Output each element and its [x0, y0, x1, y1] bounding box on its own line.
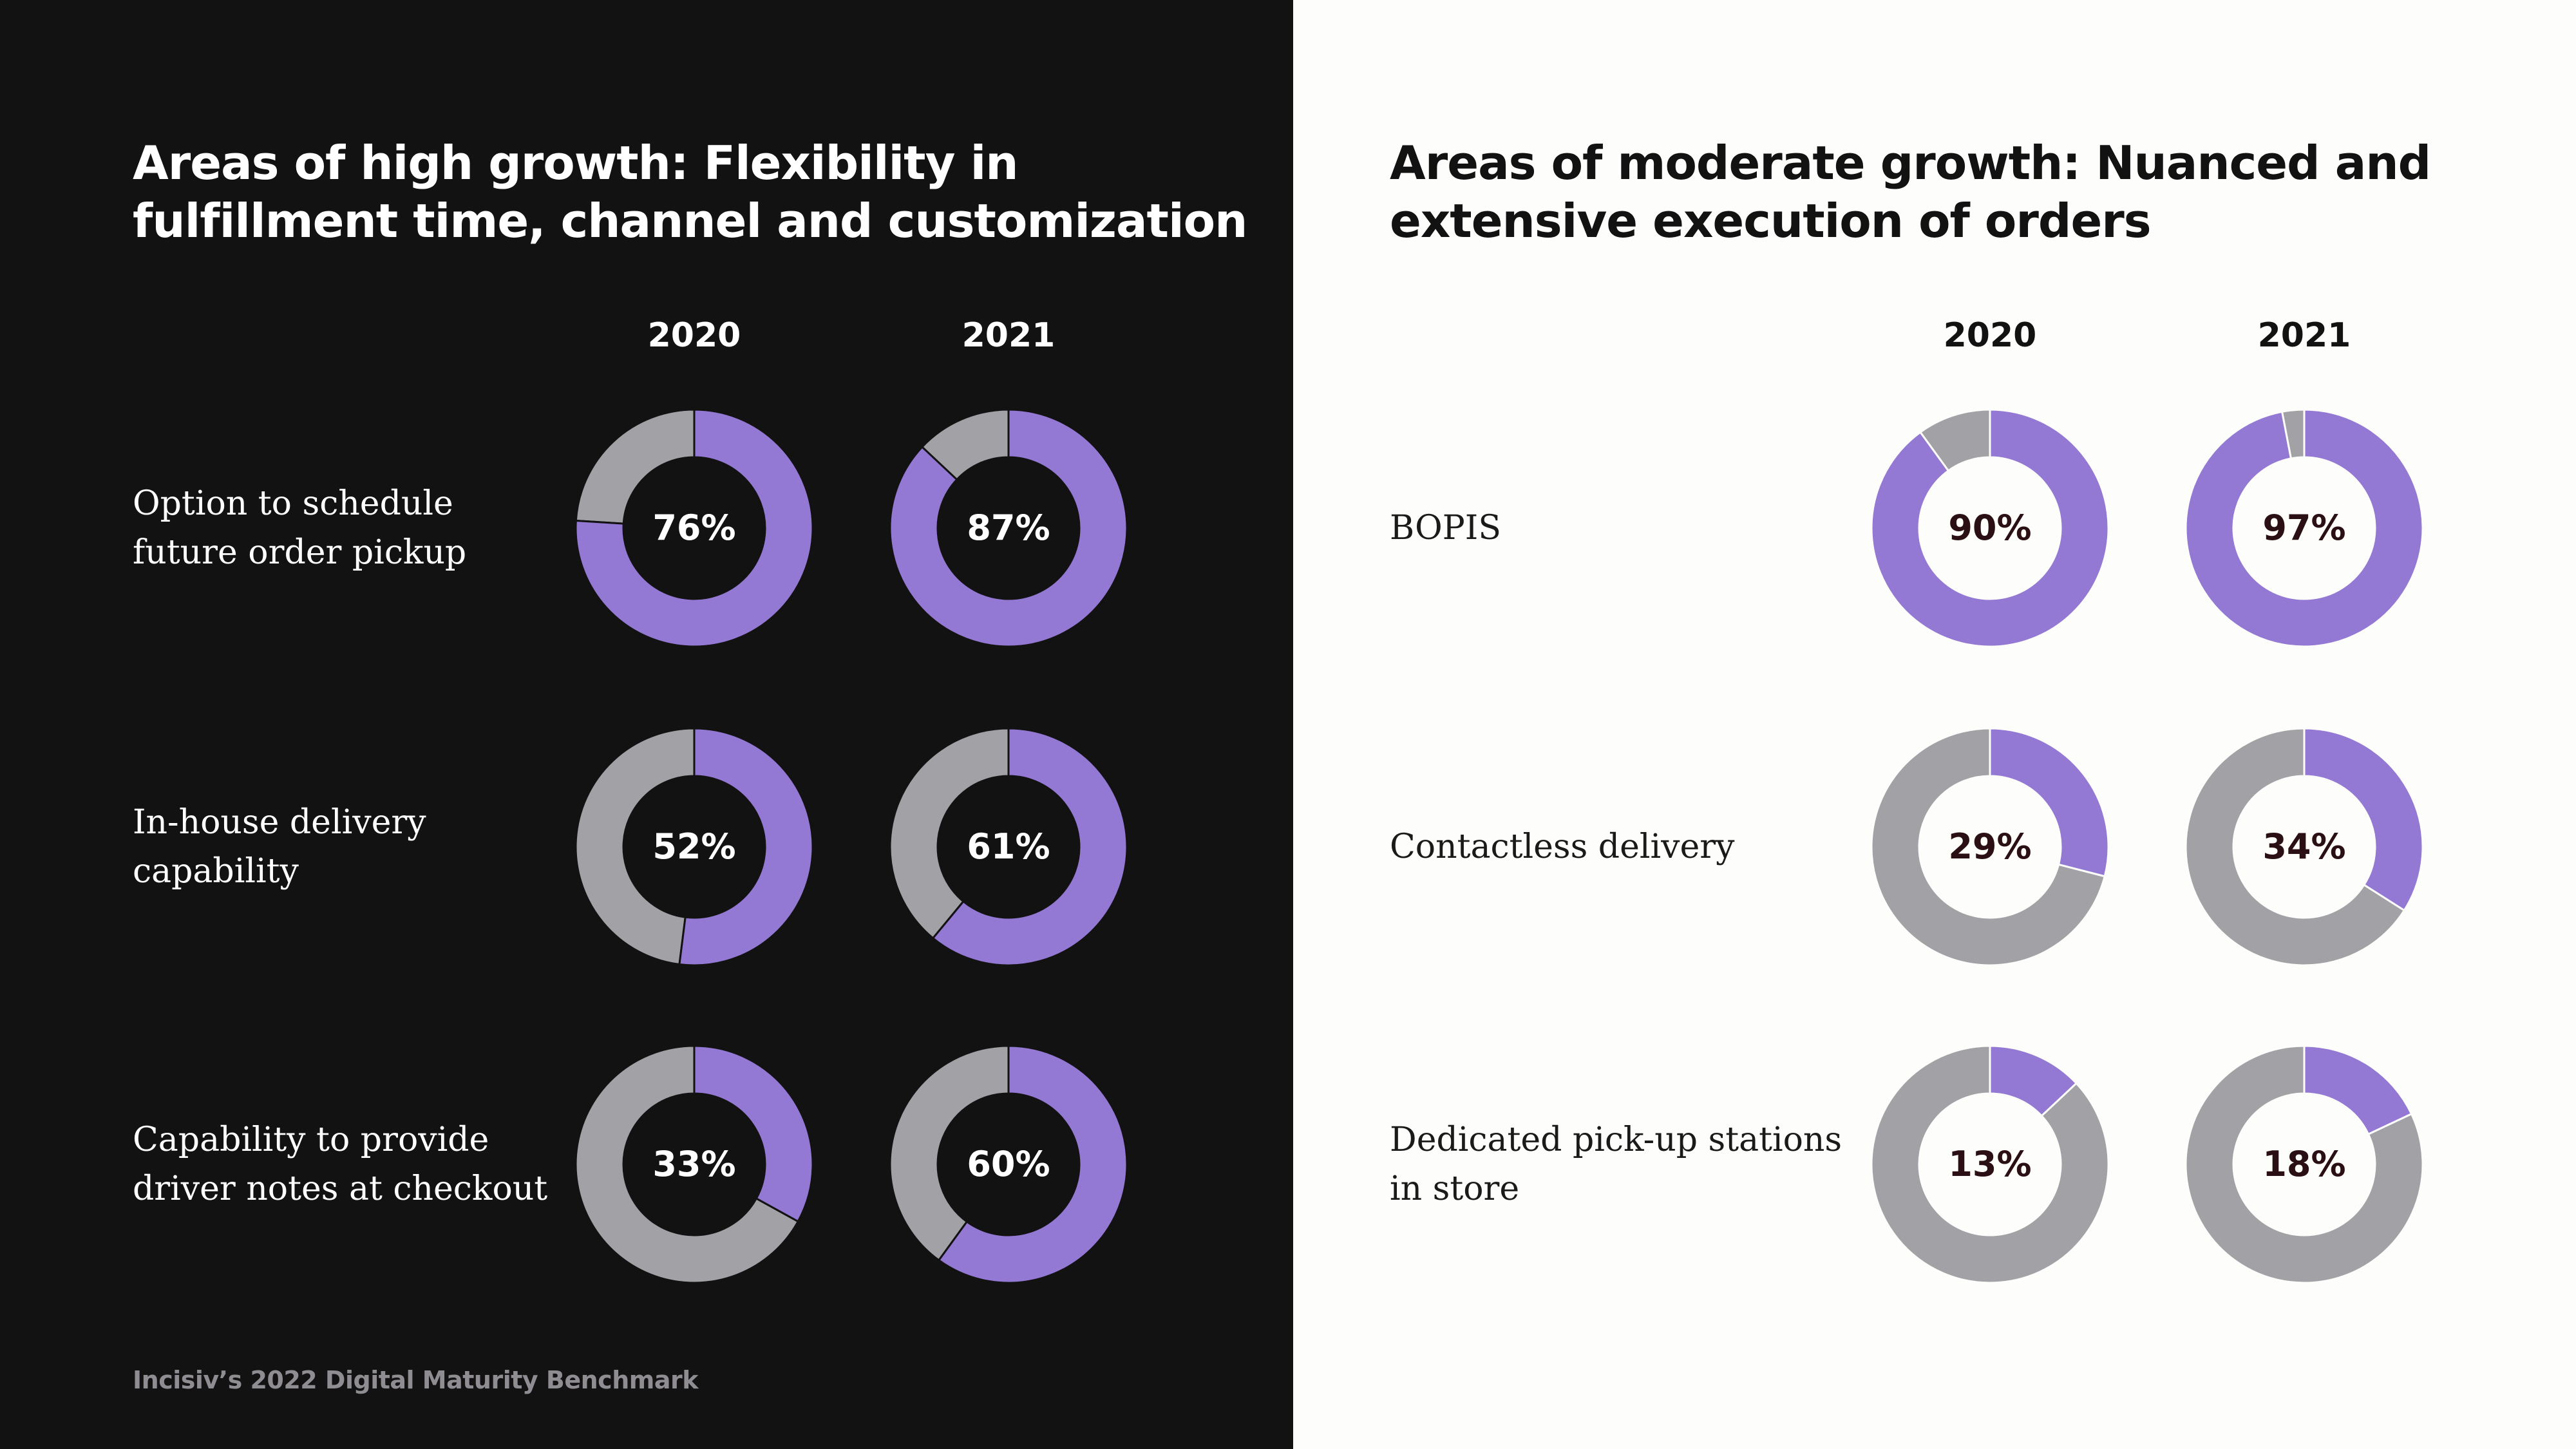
moderate-growth-row-label-2: Contactless delivery — [1390, 828, 1735, 866]
donut-highlight-segment — [1870, 408, 2110, 648]
donut-highlight-segment — [2303, 727, 2424, 912]
high-growth-donut-row3-2021: 60% — [886, 1042, 1131, 1287]
moderate-growth-donut-row2-2021: 34% — [2182, 724, 2427, 969]
donut-remainder-segment — [2184, 727, 2405, 967]
high-growth-row-label-2: In-house delivery capability — [133, 803, 426, 891]
donut-svg — [2184, 1045, 2424, 1284]
donut-svg — [2184, 408, 2424, 648]
donut-svg — [889, 727, 1128, 967]
high-growth-donut-row2-2020: 52% — [572, 724, 817, 969]
donut-highlight-segment — [678, 727, 814, 967]
donut-value-label: 52% — [652, 826, 736, 867]
donut-remainder-segment — [889, 1045, 1010, 1262]
moderate-growth-donut-row3-2020: 13% — [1868, 1042, 2112, 1287]
donut-highlight-segment — [2184, 408, 2424, 648]
high-growth-row-label-1: Option to schedule future order pickup — [133, 484, 467, 572]
high-growth-donut-row3-2020: 33% — [572, 1042, 817, 1287]
donut-svg — [889, 408, 1128, 648]
donut-value-label: 34% — [2262, 826, 2346, 867]
moderate-growth-donut-row1-2021: 97% — [2182, 406, 2427, 650]
donut-value-label: 87% — [967, 507, 1050, 548]
donut-remainder-segment — [1870, 727, 2106, 967]
high-growth-donut-row2-2021: 61% — [886, 724, 1131, 969]
high-growth-year-label-2021: 2021 — [961, 316, 1056, 355]
high-growth-year-label-2020: 2020 — [647, 316, 741, 355]
donut-highlight-segment — [932, 727, 1128, 967]
donut-highlight-segment — [938, 1045, 1128, 1284]
high-growth-donut-row1-2020: 76% — [572, 406, 817, 650]
moderate-growth-donut-row2-2020: 29% — [1868, 724, 2112, 969]
donut-remainder-segment — [1870, 1045, 2110, 1284]
donut-value-label: 61% — [967, 826, 1050, 867]
donut-remainder-segment — [574, 1045, 799, 1284]
donut-svg — [1870, 1045, 2110, 1284]
donut-highlight-segment — [1989, 1045, 2078, 1117]
moderate-growth-row-label-3: Dedicated pick-up stations in store — [1390, 1121, 1842, 1208]
donut-highlight-segment — [693, 1045, 814, 1223]
donut-svg — [889, 1045, 1128, 1284]
high-growth-row-label-3: Capability to provide driver notes at ch… — [133, 1121, 548, 1208]
donut-remainder-segment — [574, 727, 696, 966]
donut-value-label: 90% — [1948, 507, 2032, 548]
high-growth-panel: Areas of high growth: Flexibility in ful… — [133, 136, 1248, 1287]
moderate-growth-row-label-1: BOPIS — [1390, 509, 1501, 547]
moderate-growth-year-label-2020: 2020 — [1943, 316, 2037, 355]
high-growth-title: Areas of high growth: Flexibility in ful… — [133, 136, 1247, 248]
donut-highlight-segment — [1989, 727, 2110, 878]
donut-svg — [574, 1045, 814, 1284]
high-growth-donut-row1-2021: 87% — [886, 406, 1131, 650]
donut-value-label: 33% — [652, 1144, 736, 1184]
donut-remainder-segment — [574, 408, 696, 525]
donut-value-label: 29% — [1948, 826, 2032, 867]
donut-value-label: 60% — [967, 1144, 1050, 1184]
moderate-growth-donut-row3-2021: 18% — [2182, 1042, 2427, 1287]
donut-highlight-segment — [889, 408, 1128, 648]
donut-value-label: 76% — [652, 507, 736, 548]
donut-highlight-segment — [2303, 1045, 2412, 1135]
moderate-growth-panel: Areas of moderate growth: Nuanced and ex… — [1293, 0, 2576, 1449]
donut-svg — [1870, 408, 2110, 648]
donut-svg — [574, 408, 814, 648]
moderate-growth-donut-row1-2020: 90% — [1868, 406, 2112, 650]
donut-value-label: 18% — [2262, 1144, 2346, 1184]
donut-svg — [2184, 727, 2424, 967]
donut-value-label: 97% — [2262, 507, 2346, 548]
donut-svg — [1870, 727, 2110, 967]
donut-value-label: 13% — [1948, 1144, 2032, 1184]
source-footnote: Incisiv’s 2022 Digital Maturity Benchmar… — [133, 1366, 699, 1394]
donut-svg — [574, 727, 814, 967]
moderate-growth-year-label-2021: 2021 — [2257, 316, 2351, 355]
moderate-growth-title: Areas of moderate growth: Nuanced and ex… — [1390, 136, 2431, 248]
donut-remainder-segment — [2184, 1045, 2424, 1284]
donut-remainder-segment — [889, 727, 1010, 940]
donut-highlight-segment — [574, 408, 814, 648]
